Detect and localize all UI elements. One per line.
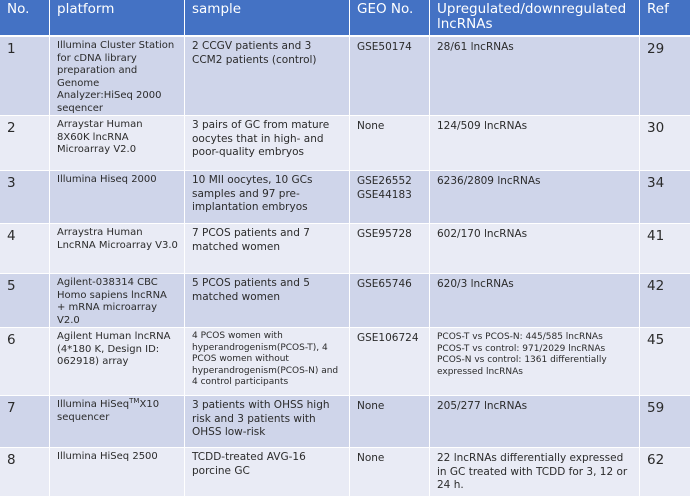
- cell-geo: GSE95728: [350, 224, 430, 274]
- cell-sample: 10 MII oocytes, 10 GCs samples and 97 pr…: [185, 171, 350, 224]
- header-row: No. platform sample GEO No. Upregulated/…: [0, 0, 690, 37]
- table-row: 8 Illumina HiSeq 2500 TCDD-treated AVG-1…: [0, 448, 690, 497]
- cell-regulated: 22 lncRNAs differentially expressed in G…: [430, 448, 640, 497]
- cell-sample: 5 PCOS patients and 5 matched women: [185, 274, 350, 328]
- cell-platform: Illumina HiSeq 2500: [50, 448, 185, 497]
- cell-regulated: PCOS-T vs PCOS-N: 445/585 lncRNAs PCOS-T…: [430, 328, 640, 396]
- header-platform: platform: [50, 0, 185, 37]
- cell-geo: GSE65746: [350, 274, 430, 328]
- cell-ref: 45: [640, 328, 690, 396]
- cell-platform: Arraystar Human 8X60K lncRNA Microarray …: [50, 116, 185, 171]
- cell-geo: GSE26552 GSE44183: [350, 171, 430, 224]
- cell-geo: GSE106724: [350, 328, 430, 396]
- cell-platform: Illumina Hiseq 2000: [50, 171, 185, 224]
- cell-platform: Agilent Human lncRNA (4*180 K, Design ID…: [50, 328, 185, 396]
- cell-no: 4: [0, 224, 50, 274]
- header-geo: GEO No.: [350, 0, 430, 37]
- cell-regulated: 124/509 lncRNAs: [430, 116, 640, 171]
- cell-geo: None: [350, 396, 430, 448]
- cell-platform: Arraystra Human LncRNA Microarray V3.0: [50, 224, 185, 274]
- cell-ref: 34: [640, 171, 690, 224]
- table-row: 6 Agilent Human lncRNA (4*180 K, Design …: [0, 328, 690, 396]
- table-row: 2 Arraystar Human 8X60K lncRNA Microarra…: [0, 116, 690, 171]
- cell-sample: 3 pairs of GC from mature oocytes that i…: [185, 116, 350, 171]
- cell-no: 5: [0, 274, 50, 328]
- cell-regulated: 602/170 lncRNAs: [430, 224, 640, 274]
- cell-no: 7: [0, 396, 50, 448]
- header-sample: sample: [185, 0, 350, 37]
- header-ref: Ref: [640, 0, 690, 37]
- cell-sample: 4 PCOS women with hyperandrogenism(PCOS-…: [185, 328, 350, 396]
- table-row: 1 Illumina Cluster Station for cDNA libr…: [0, 37, 690, 116]
- cell-ref: 29: [640, 37, 690, 116]
- cell-regulated: 6236/2809 lncRNAs: [430, 171, 640, 224]
- cell-platform: Illumina HiSeqTMX10 sequencer: [50, 396, 185, 448]
- cell-ref: 59: [640, 396, 690, 448]
- cell-regulated: 205/277 lncRNAs: [430, 396, 640, 448]
- table-row: 5 Agilent-038314 CBC Homo sapiens lncRNA…: [0, 274, 690, 328]
- cell-platform: Agilent-038314 CBC Homo sapiens lncRNA +…: [50, 274, 185, 328]
- cell-ref: 42: [640, 274, 690, 328]
- platform-text: X10 sequencer: [57, 399, 160, 423]
- table-row: 7 Illumina HiSeqTMX10 sequencer 3 patien…: [0, 396, 690, 448]
- cell-ref: 41: [640, 224, 690, 274]
- cell-regulated: 28/61 lncRNAs: [430, 37, 640, 116]
- cell-ref: 30: [640, 116, 690, 171]
- cell-geo: None: [350, 116, 430, 171]
- cell-sample: TCDD-treated AVG-16 porcine GC: [185, 448, 350, 497]
- cell-no: 8: [0, 448, 50, 497]
- cell-platform: Illumina Cluster Station for cDNA librar…: [50, 37, 185, 116]
- cell-geo: None: [350, 448, 430, 497]
- table-row: 4 Arraystra Human LncRNA Microarray V3.0…: [0, 224, 690, 274]
- cell-no: 2: [0, 116, 50, 171]
- cell-regulated: 620/3 lncRNAs: [430, 274, 640, 328]
- cell-sample: 3 patients with OHSS high risk and 3 pat…: [185, 396, 350, 448]
- table-row: 3 Illumina Hiseq 2000 10 MII oocytes, 10…: [0, 171, 690, 224]
- cell-sample: 7 PCOS patients and 7 matched women: [185, 224, 350, 274]
- cell-no: 6: [0, 328, 50, 396]
- platform-text: Illumina HiSeq: [57, 399, 130, 410]
- cell-ref: 62: [640, 448, 690, 497]
- cell-no: 3: [0, 171, 50, 224]
- trademark-mark: TM: [129, 397, 140, 405]
- cell-geo: GSE50174: [350, 37, 430, 116]
- cell-sample: 2 CCGV patients and 3 CCM2 patients (con…: [185, 37, 350, 116]
- cell-no: 1: [0, 37, 50, 116]
- header-regulated: Upregulated/downregulated lncRNAs: [430, 0, 640, 37]
- header-no: No.: [0, 0, 50, 37]
